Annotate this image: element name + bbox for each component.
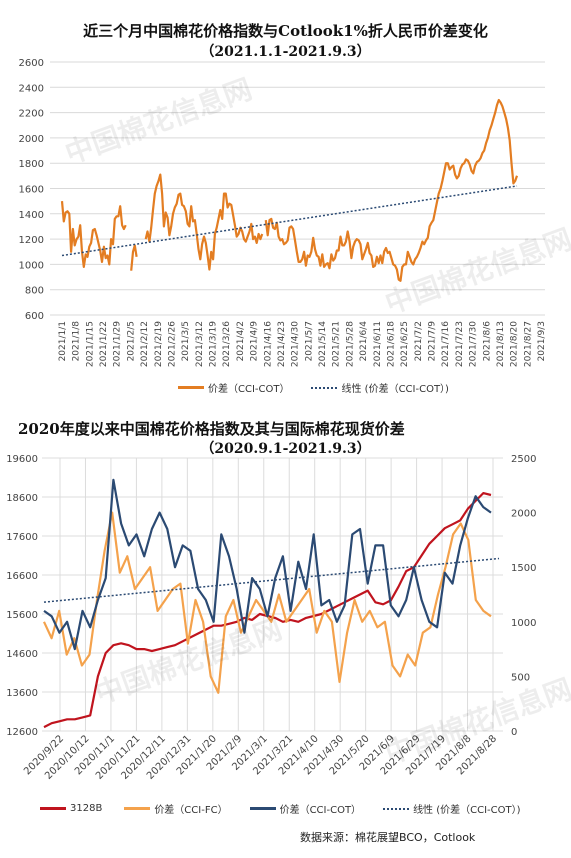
series-line-cci-cot <box>60 98 519 282</box>
legend-swatch-red <box>40 807 66 810</box>
legend-item-cci-fc: 价差（CCI-FC） <box>124 801 228 816</box>
x-tick-label: 2021/5/21 <box>332 321 342 367</box>
x-tick-label: 2021/2/26 <box>167 321 177 367</box>
series-line-2 <box>43 478 492 651</box>
y-tick-label-left: 18600 <box>6 493 38 504</box>
legend-label: 价差（CCI-COT） <box>279 805 362 816</box>
y-tick-label-right: 500 <box>511 672 530 683</box>
x-tick-label: 2021/5/7 <box>304 321 314 361</box>
x-tick-label: 2021/2/5 <box>126 321 136 361</box>
y-tick-label-right: 0 <box>511 727 517 738</box>
y-tick-label: 800 <box>25 286 44 297</box>
x-tick-label: 2021/6/25 <box>400 321 410 367</box>
y-tick-label: 1000 <box>19 260 44 271</box>
x-tick-label: 2021/1/8 <box>72 321 82 362</box>
x-tick-label: 2021/4/2 <box>236 321 246 361</box>
x-tick-label: 2021/4/30 <box>291 321 301 367</box>
x-tick-label: 2021/8/6 <box>482 321 492 362</box>
y-tick-label-right: 1000 <box>511 618 536 629</box>
x-tick-label: 2021/1/1 <box>58 321 68 361</box>
legend-swatch-orange <box>178 386 204 389</box>
x-tick-label: 2021/8/27 <box>523 321 533 367</box>
chart1-plot: 600 800 1000 1200 1400 1600 1800 2000 2200 2400 26… <box>19 58 547 367</box>
legend-label: 线性 (价差（CCI-COT）) <box>341 384 449 395</box>
legend-label: 线性 (价差（CCI-COT）) <box>413 805 521 816</box>
trend-line <box>61 185 518 257</box>
x-tick-label: 2021/4/16 <box>263 321 273 367</box>
y-tick-label-left: 17600 <box>6 532 38 543</box>
chart2-subtitle: （2020.9.1-2021.9.3） <box>200 441 371 457</box>
x-tick-label: 2021/1/29 <box>113 321 123 367</box>
legend-item-trend: 线性 (价差（CCI-COT）) <box>383 801 521 816</box>
legend-label: 3128B <box>70 803 103 814</box>
y-tick-label: 1800 <box>19 159 44 170</box>
legend-swatch-dotted <box>311 386 338 389</box>
x-tick-label: 2021/4/9 <box>250 321 260 362</box>
x-tick-label: 2021/3/26 <box>222 321 232 367</box>
legend-item-3128b: 3128B <box>40 803 102 814</box>
x-tick-label: 2021/7/23 <box>455 321 465 367</box>
y-tick-label: 2600 <box>19 58 44 69</box>
x-tick-label: 2021/1/15 <box>85 321 95 367</box>
y-tick-label-left: 19600 <box>6 454 38 465</box>
legend-label: 价差（CCI-FC） <box>154 805 228 816</box>
y-tick-label: 1600 <box>19 185 44 196</box>
x-tick-label: 2021/7/30 <box>469 321 479 367</box>
legend-item-trend: 线性 (价差（CCI-COT）) <box>311 380 449 395</box>
legend-label: 价差（CCI-COT） <box>208 384 290 395</box>
x-tick-label: 2021/1/22 <box>99 321 109 367</box>
chart1-subtitle: （2021.1.1-2021.9.3） <box>200 44 371 60</box>
x-tick-label: 2021/8/20 <box>510 321 520 367</box>
x-tick-label: 2021/2/19 <box>154 321 164 367</box>
x-tick-label: 2021/3/19 <box>209 321 219 367</box>
y-tick-label: 2000 <box>19 134 44 145</box>
x-tick-label: 2021/5/28 <box>345 321 355 367</box>
chart2-legend: 3128B 价差（CCI-FC） 价差（CCI-COT） 线性 (价差（CCI-… <box>40 801 543 816</box>
x-tick-label: 2021/2/12 <box>140 321 150 367</box>
legend-swatch-navy <box>249 807 276 810</box>
x-tick-label: 2021/7/2 <box>414 321 424 361</box>
legend-item-cci-cot: 价差（CCI-COT） <box>249 801 362 816</box>
data-source: 数据来源：棉花展望BCO，Cotlook <box>300 831 476 844</box>
x-tick-label: 2021/9/3 <box>537 321 547 361</box>
x-tick-label: 2021/5/14 <box>318 321 328 367</box>
y-tick-label-left: 12600 <box>6 727 38 738</box>
x-tick-label: 2021/6/4 <box>359 321 369 362</box>
chart1-legend: 价差（CCI-COT） 线性 (价差（CCI-COT）) <box>178 380 471 395</box>
x-tick-label: 2021/7/16 <box>441 321 451 367</box>
chart2-title: 2020年度以来中国棉花价格指数及其与国际棉花现货价差 <box>18 420 405 438</box>
y-tick-label-left: 16600 <box>6 571 38 582</box>
trend-line <box>43 557 500 603</box>
x-tick-label: 2021/3/12 <box>195 321 205 367</box>
y-tick-label-left: 14600 <box>6 649 38 660</box>
legend-item-cci-cot: 价差（CCI-COT） <box>178 380 289 395</box>
y-tick-label: 2200 <box>19 109 44 120</box>
legend-swatch-dotted <box>383 807 410 810</box>
x-tick-label: 2021/7/9 <box>428 321 438 362</box>
y-tick-label: 1400 <box>19 210 44 221</box>
y-tick-label-right: 2000 <box>511 509 536 520</box>
y-tick-label: 1200 <box>19 235 44 246</box>
y-tick-label-right: 1500 <box>511 563 536 574</box>
y-tick-label: 2400 <box>19 83 44 94</box>
legend-swatch-lightorange <box>124 807 151 810</box>
x-tick-label: 2021/3/5 <box>181 321 191 361</box>
y-tick-label-left: 13600 <box>6 688 38 699</box>
y-tick-label-right: 2500 <box>511 454 536 465</box>
y-tick-label-left: 15600 <box>6 610 38 621</box>
chart1-title: 近三个月中国棉花价格指数与Cotlook1%折人民币价差变化 <box>83 22 488 40</box>
x-tick-label: 2021/8/13 <box>496 321 506 367</box>
x-tick-label: 2021/6/18 <box>386 321 396 367</box>
x-tick-label: 2021/4/23 <box>277 321 287 367</box>
y-tick-label: 600 <box>25 311 44 322</box>
x-tick-label: 2021/6/11 <box>373 321 383 367</box>
